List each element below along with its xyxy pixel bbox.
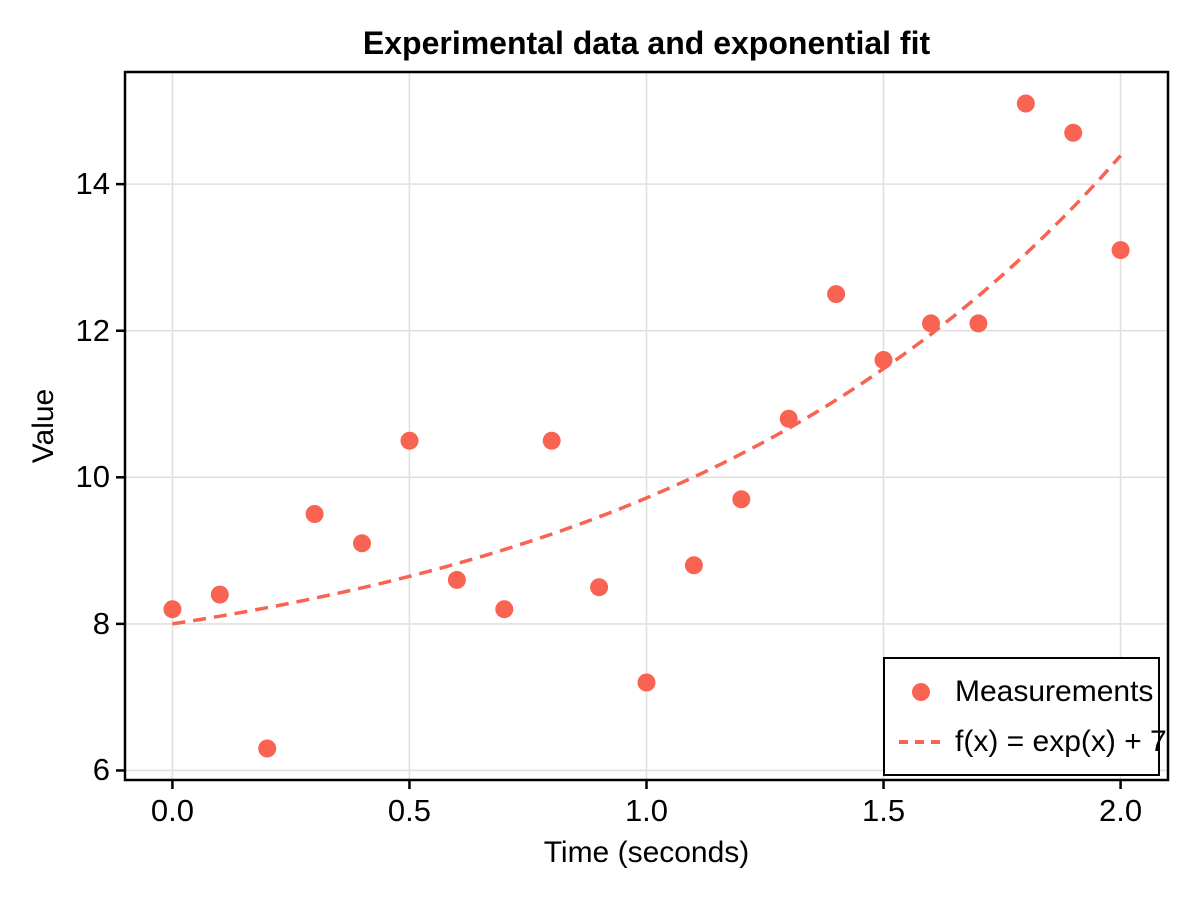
x-tick-label: 2.0	[1099, 793, 1143, 828]
y-tick-label: 14	[75, 166, 110, 202]
legend-label-fit: f(x) = exp(x) + 7	[955, 724, 1167, 758]
data-point	[542, 431, 561, 450]
legend-label-measurements: Measurements	[955, 674, 1154, 708]
data-point	[684, 556, 703, 575]
data-point	[353, 534, 371, 553]
x-tick-label: 1.0	[624, 793, 669, 828]
data-point	[1064, 123, 1083, 142]
x-axis-label: Time (seconds)	[543, 836, 750, 869]
data-point	[1111, 241, 1130, 260]
data-point	[969, 314, 988, 333]
data-point	[258, 739, 277, 758]
data-point	[495, 600, 514, 619]
x-tick-label: 0.5	[387, 793, 431, 828]
data-point	[590, 578, 609, 597]
data-point	[400, 431, 419, 450]
data-point	[922, 314, 940, 333]
y-tick-label: 12	[75, 312, 110, 348]
data-point	[1016, 94, 1035, 113]
x-tick-label: 1.5	[861, 793, 906, 828]
data-point	[210, 585, 229, 604]
data-point	[732, 490, 751, 509]
chart-title: Experimental data and exponential fit	[362, 25, 931, 61]
y-tick-label: 8	[92, 605, 110, 641]
legend-item-measurements: Measurements	[893, 670, 1158, 714]
fit-line	[172, 154, 1122, 626]
legend-marker-area	[893, 682, 949, 701]
y-tick-label: 10	[75, 459, 110, 495]
dashed-line-icon	[899, 739, 943, 744]
data-point	[637, 673, 656, 692]
data-point	[827, 285, 846, 304]
legend-item-fit: f(x) = exp(x) + 7	[893, 720, 1167, 764]
x-tick-label: 0.0	[150, 793, 194, 828]
data-point	[874, 351, 893, 369]
data-point	[779, 409, 798, 428]
y-tick-label: 6	[92, 752, 110, 788]
data-point	[447, 570, 466, 589]
scatter-dot-icon	[912, 682, 930, 701]
data-point	[163, 600, 182, 619]
y-axis-label: Value	[27, 388, 60, 464]
legend-marker-area	[893, 739, 949, 744]
legend: Measurements f(x) = exp(x) + 7	[883, 657, 1167, 776]
data-point	[305, 505, 324, 523]
